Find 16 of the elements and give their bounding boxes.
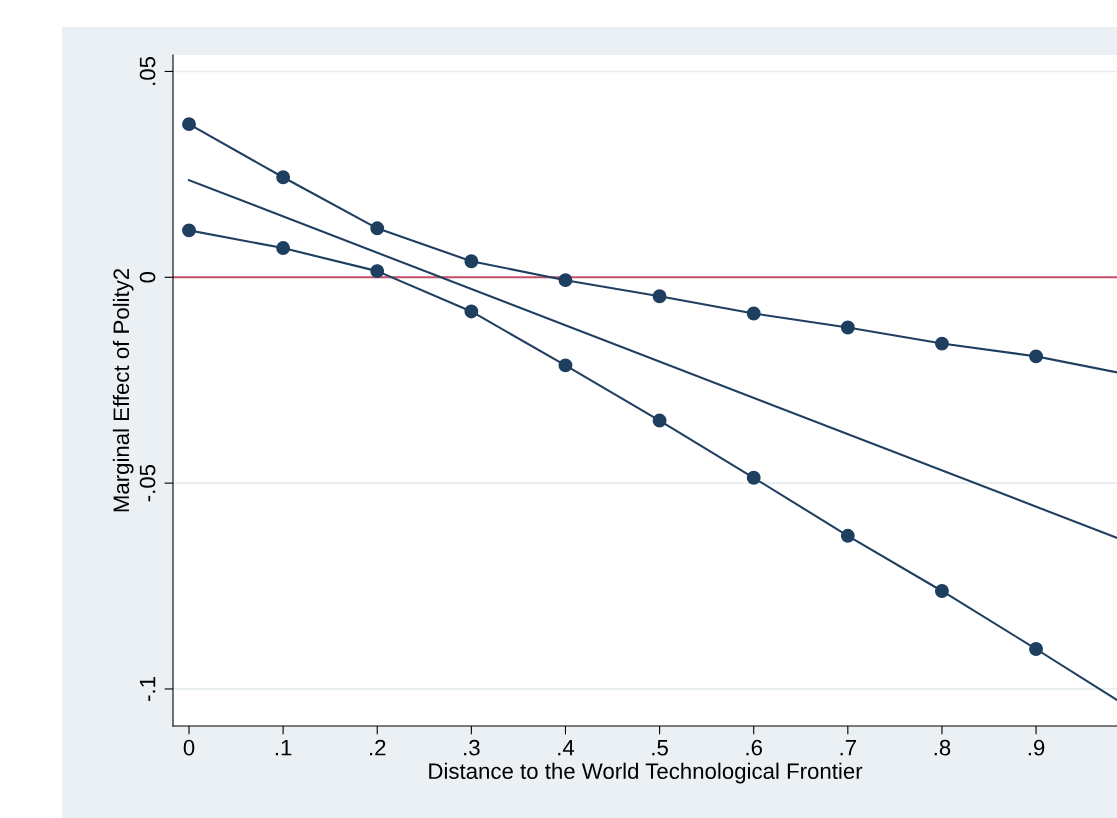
x-tick-label: .6 <box>746 739 762 756</box>
x-tick-label: 0 <box>183 739 195 756</box>
y-tick-label: .05 <box>139 56 156 85</box>
y-tick-label: 0 <box>139 271 156 283</box>
x-tick-label: .9 <box>1028 739 1045 756</box>
x-tick-label: .5 <box>652 740 668 756</box>
x-tick-label: .2 <box>370 739 386 756</box>
x-axis-title: Distance to the World Technological Frontier <box>429 762 863 784</box>
y-axis-title: Marginal Effect of Polity2 <box>112 268 134 512</box>
x-tick-label: .1 <box>275 740 292 756</box>
y-tick-label: -.05 <box>139 464 156 502</box>
x-tick-label: .4 <box>558 740 575 756</box>
x-tick-label: .7 <box>840 740 856 756</box>
x-tick-label: .8 <box>934 739 951 756</box>
y-tick-label: -.1 <box>139 677 156 701</box>
x-tick-label: .3 <box>464 739 480 756</box>
